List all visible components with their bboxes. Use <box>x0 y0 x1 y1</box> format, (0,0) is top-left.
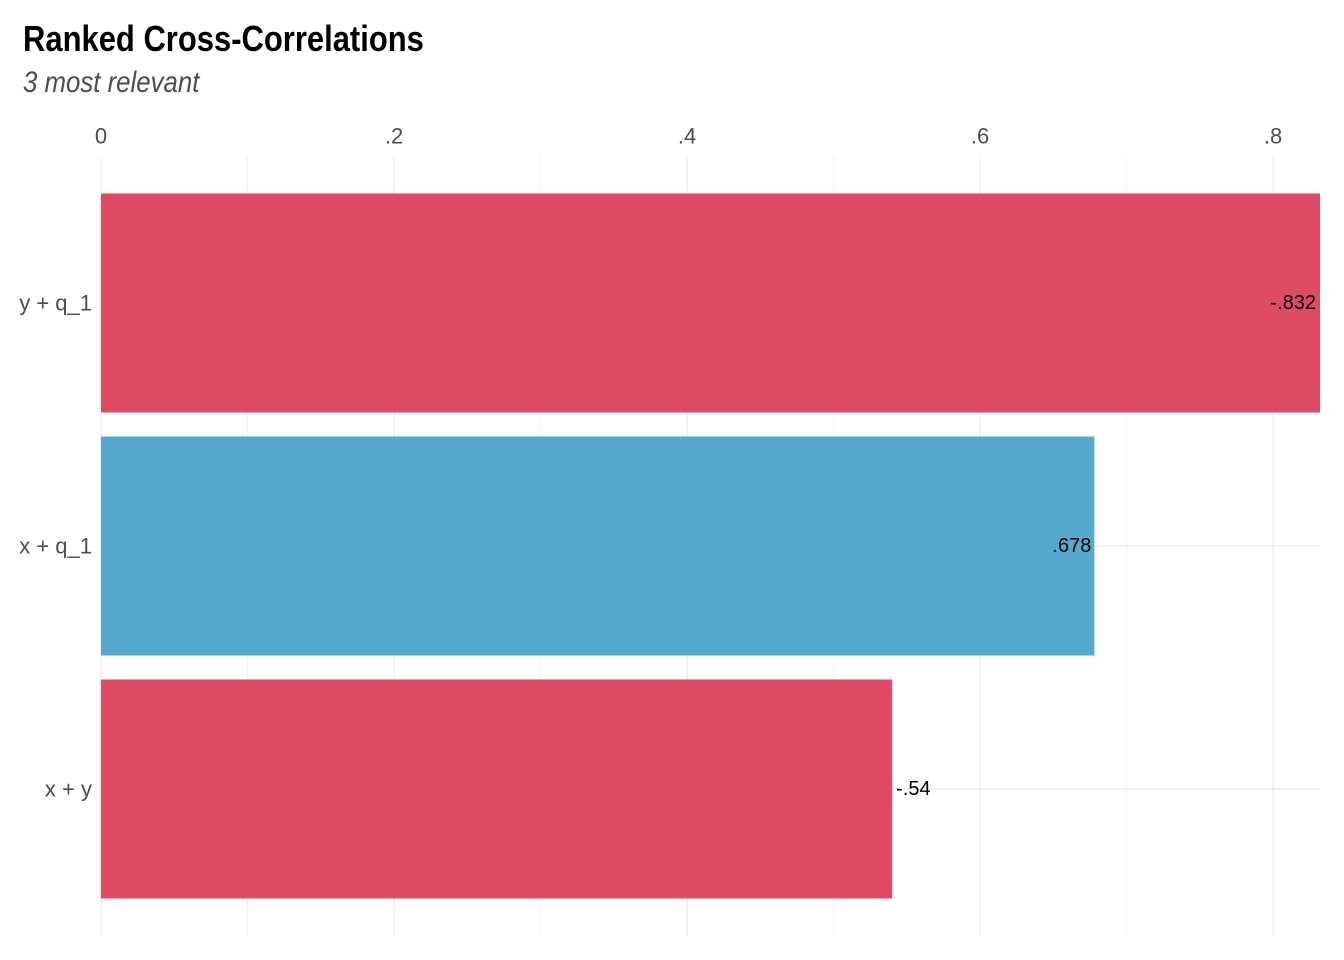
bar-y-q-1 <box>101 193 1320 413</box>
y-axis-ticks: y + q_1x + q_1x + y <box>19 291 92 802</box>
data-labels: -.832 .678 -.54 <box>896 292 1316 800</box>
chart-subtitle: 3 most relevant <box>23 66 200 99</box>
x-axis-ticks: 0 .2 .4 .6 .8 <box>95 124 1282 149</box>
y-tick-label: x + q_1 <box>19 534 92 559</box>
data-label: .678 <box>1052 535 1091 557</box>
data-label: -.832 <box>1270 292 1316 314</box>
x-tick-label: 0 <box>95 124 107 149</box>
data-label: -.54 <box>896 778 930 800</box>
x-tick-label: .8 <box>1264 124 1282 149</box>
y-tick-label: y + q_1 <box>19 291 92 316</box>
y-tick-label: x + y <box>45 777 92 802</box>
x-tick-label: .2 <box>385 124 403 149</box>
bars <box>101 193 1320 899</box>
x-tick-label: .6 <box>971 124 989 149</box>
chart-title: Ranked Cross-Correlations <box>23 18 424 59</box>
bar-x-y <box>101 679 893 899</box>
x-tick-label: .4 <box>678 124 696 149</box>
bar-x-q-1 <box>101 436 1095 656</box>
